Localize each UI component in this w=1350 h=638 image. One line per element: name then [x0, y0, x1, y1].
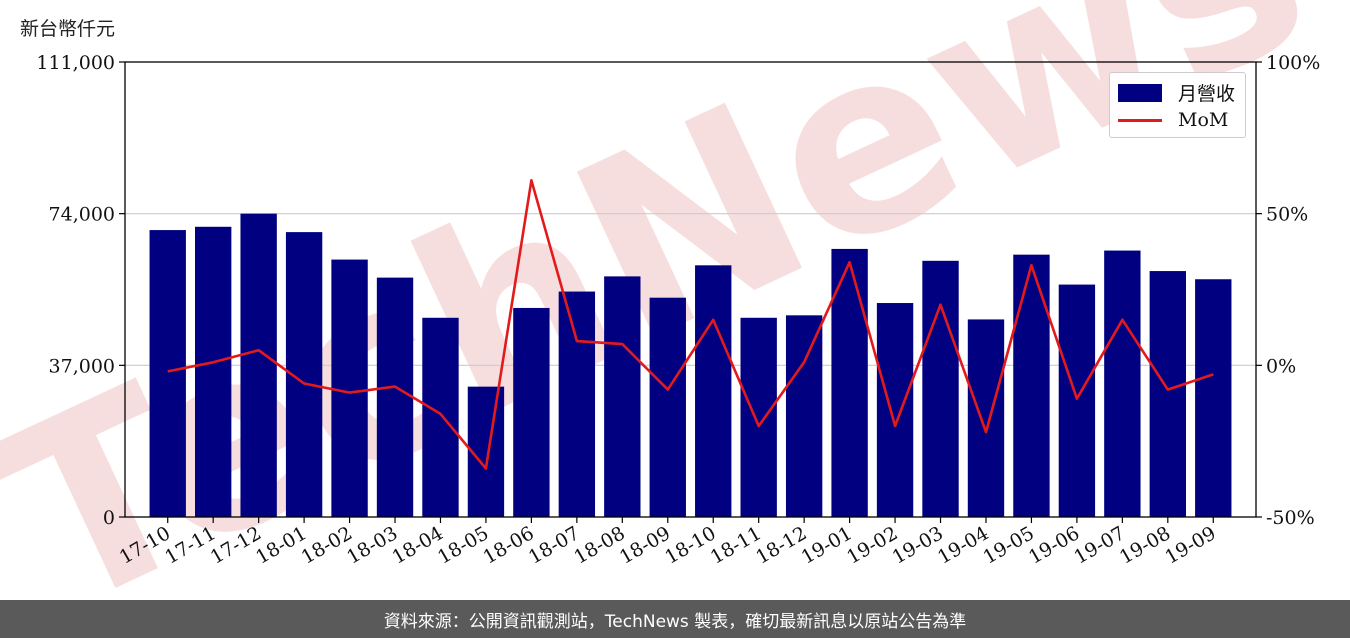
- x-tick-label-18-11: 18-11: [707, 522, 765, 568]
- revenue-bar-19-05: [1013, 254, 1050, 517]
- revenue-bar-18-03: [376, 277, 414, 517]
- revenue-bar-18-11: [740, 317, 777, 517]
- revenue-bar-17-10: [149, 230, 186, 518]
- x-tick-label-19-03: 19-03: [889, 522, 947, 568]
- y-left-tick-label: 74,000: [49, 204, 115, 226]
- x-tick-label-19-02: 19-02: [843, 522, 901, 568]
- plot-frame: [124, 61, 1257, 518]
- revenue-bar-18-10: [695, 265, 732, 517]
- revenue-bar-18-06: [513, 307, 550, 517]
- x-tick-label-19-07: 19-07: [1070, 522, 1128, 568]
- legend-label-revenue: 月營收: [1178, 83, 1236, 105]
- x-tick-label-19-05: 19-05: [979, 522, 1037, 568]
- y-left-tick-label: 111,000: [36, 52, 115, 74]
- y-axis-unit-label: 新台幣仟元: [20, 18, 116, 40]
- y-left-tick-label: 0: [103, 507, 115, 529]
- legend-item-revenue: 月營收: [1118, 79, 1235, 106]
- legend-label-mom: MoM: [1178, 109, 1229, 131]
- legend: 月營收 MoM: [1109, 72, 1246, 138]
- source-footer: 資料來源：公開資訊觀測站，TechNews 製表，確切最新訊息以原站公告為準: [0, 600, 1350, 638]
- x-tick-label-18-09: 18-09: [616, 522, 674, 568]
- mom-line-layer: [167, 179, 1214, 470]
- x-tick-label-18-06: 18-06: [479, 522, 537, 568]
- revenue-bar-18-09: [649, 297, 686, 517]
- revenue-bar-18-07: [558, 291, 596, 517]
- legend-swatch-line: [1118, 118, 1162, 122]
- revenue-bar-17-12: [240, 213, 277, 517]
- revenue-bar-19-01: [831, 248, 868, 517]
- legend-swatch-bar: [1118, 83, 1162, 102]
- revenue-bar-19-08: [1149, 271, 1186, 517]
- revenue-bar-19-09: [1195, 279, 1232, 517]
- revenue-bar-17-11: [195, 226, 232, 517]
- y-left-tick-label: 37,000: [49, 355, 115, 377]
- y-right-tick-label: 50%: [1266, 204, 1308, 226]
- revenue-bar-19-04: [967, 319, 1005, 517]
- x-tick-label-18-04: 18-04: [389, 522, 447, 568]
- x-tick-label-18-12: 18-12: [752, 522, 810, 568]
- revenue-bar-18-02: [331, 259, 368, 517]
- revenue-bar-18-12: [785, 315, 823, 517]
- revenue-bar-18-04: [422, 317, 459, 517]
- revenue-bar-18-05: [467, 386, 505, 517]
- revenue-bar-19-07: [1104, 250, 1141, 517]
- x-tick-label-19-04: 19-04: [934, 522, 992, 568]
- y-right-tick-label: 0%: [1266, 355, 1296, 377]
- revenue-bar-19-06: [1058, 284, 1096, 517]
- y-right-tick-label: -50%: [1266, 507, 1315, 529]
- x-tick-label-19-06: 19-06: [1025, 522, 1083, 568]
- x-tick-label-18-07: 18-07: [525, 522, 583, 568]
- y-right-tick-label: 100%: [1266, 52, 1320, 74]
- x-tick-label-18-10: 18-10: [661, 522, 719, 568]
- x-tick-label-18-05: 18-05: [434, 522, 492, 568]
- x-tick-label-19-09: 19-09: [1161, 522, 1219, 568]
- footer-text: 資料來源：公開資訊觀測站，TechNews 製表，確切最新訊息以原站公告為準: [383, 611, 967, 632]
- revenue-bar-19-02: [876, 303, 914, 517]
- x-tick-label-19-08: 19-08: [1116, 522, 1174, 568]
- revenue-bar-19-03: [922, 260, 959, 517]
- x-tick-label-19-01: 19-01: [798, 522, 856, 568]
- mom-line: [167, 179, 1214, 470]
- revenue-bar-18-08: [604, 276, 641, 517]
- legend-item-mom: MoM: [1118, 109, 1228, 131]
- x-tick-label-18-08: 18-08: [570, 522, 628, 568]
- bars: [149, 213, 1232, 518]
- combo-chart: TechNews 037,00074,000111,000-50%0%50%10…: [0, 0, 1346, 600]
